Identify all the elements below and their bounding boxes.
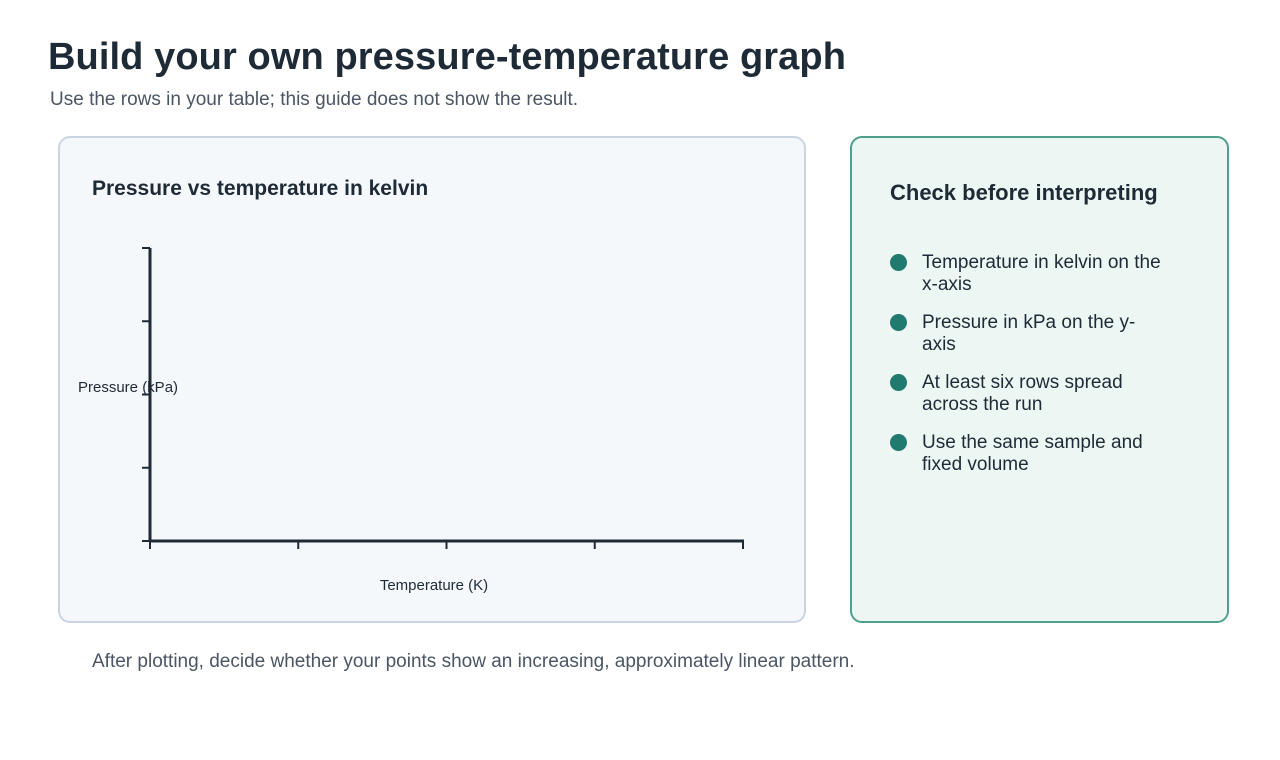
page-subtitle: Use the rows in your table; this guide d… (50, 89, 579, 110)
bullet-dot-icon (890, 374, 907, 391)
checklist-item: Use the same sample and fixed volume (890, 432, 1190, 476)
chart-title: Pressure vs temperature in kelvin (92, 177, 428, 200)
checklist-item: Pressure in kPa on the y-axis (890, 312, 1190, 356)
bullet-dot-icon (890, 254, 907, 271)
checklist-item-text: At least six rows spread across the run (922, 372, 1123, 415)
bullet-dot-icon (890, 434, 907, 451)
chart-card: Pressure vs temperature in kelvin Pressu… (58, 136, 806, 623)
page-title: Build your own pressure-temperature grap… (48, 36, 847, 78)
checklist-item: Temperature in kelvin on the x-axis (890, 252, 1190, 296)
x-axis-label: Temperature (K) (380, 577, 488, 594)
checklist-card: Check before interpreting Temperature in… (850, 136, 1229, 623)
checklist-title: Check before interpreting (890, 180, 1158, 205)
checklist-item-text: Use the same sample and fixed volume (922, 432, 1143, 475)
chart-svg: Pressure vs temperature in kelvin Pressu… (78, 177, 744, 594)
y-axis-label: Pressure (kPa) (78, 379, 178, 396)
checklist-item: At least six rows spread across the run (890, 372, 1190, 416)
footer-note: After plotting, decide whether your poin… (92, 651, 855, 672)
axes-group (142, 247, 744, 549)
checklist-item-text: Pressure in kPa on the y-axis (922, 312, 1136, 355)
bullet-dot-icon (890, 314, 907, 331)
checklist-item-text: Temperature in kelvin on the x-axis (922, 252, 1161, 295)
checklist: Temperature in kelvin on the x-axis Pres… (890, 252, 1190, 492)
